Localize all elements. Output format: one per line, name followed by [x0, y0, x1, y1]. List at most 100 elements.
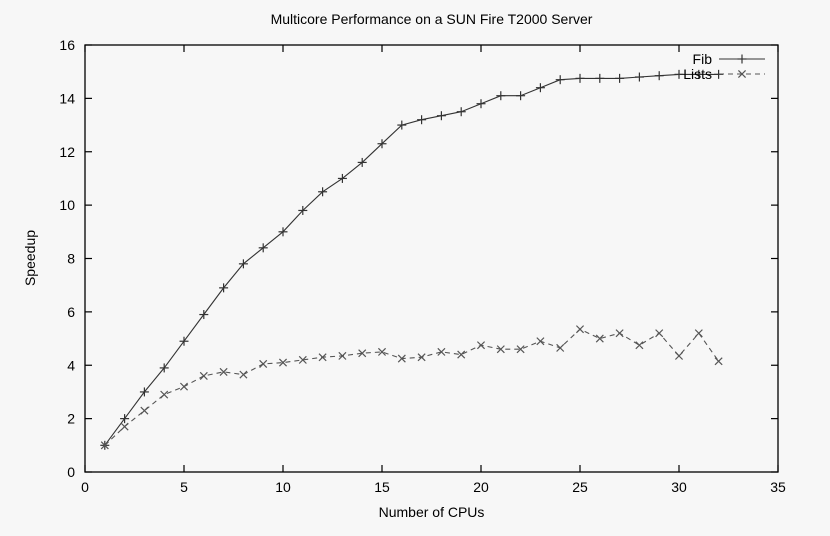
y-axis-label: Speedup — [22, 229, 38, 287]
plus-marker — [456, 107, 466, 117]
cross-marker-d2 — [615, 329, 624, 338]
cross-marker-d2 — [100, 441, 109, 450]
cross-marker-d2 — [457, 350, 466, 359]
cross-marker — [556, 343, 565, 352]
y-tick-label: 2 — [67, 411, 75, 427]
plus-marker — [219, 283, 229, 293]
plus-marker — [417, 115, 427, 125]
cross-marker-d2 — [556, 343, 565, 352]
legend-marker-fib — [737, 54, 747, 64]
cross-marker — [199, 371, 208, 380]
plus-marker — [397, 120, 407, 130]
plus-marker — [238, 259, 248, 269]
plus-marker — [496, 91, 506, 101]
cross-marker-d2 — [259, 359, 268, 368]
cross-marker-d2 — [278, 358, 288, 367]
cross-marker-d2 — [674, 351, 684, 360]
cross-marker — [674, 351, 684, 360]
plus-marker — [476, 99, 486, 109]
cross-marker — [615, 329, 624, 338]
cross-marker — [377, 347, 387, 356]
series-lists-line — [104, 328, 720, 446]
cross-marker — [694, 329, 703, 338]
cross-marker-d2 — [516, 345, 525, 354]
cross-marker-d2 — [595, 334, 604, 343]
x-tick-label: 25 — [572, 479, 588, 495]
cross-marker-d2 — [140, 406, 149, 415]
cross-marker-d2 — [199, 371, 208, 380]
cross-marker — [219, 367, 228, 376]
plus-marker — [595, 73, 605, 83]
cross-marker — [259, 359, 268, 368]
y-tick-label: 12 — [59, 144, 75, 160]
cross-marker — [536, 337, 545, 346]
cross-marker-d2 — [714, 357, 723, 366]
cross-marker — [655, 329, 664, 338]
y-tick-label: 0 — [67, 464, 75, 480]
y-tick-label: 4 — [67, 357, 75, 373]
x-tick-label: 30 — [671, 479, 687, 495]
cross-marker — [160, 390, 169, 399]
cross-marker-d2 — [536, 337, 545, 346]
cross-marker-d2 — [737, 69, 747, 79]
plus-marker — [516, 91, 526, 101]
y-tick-label: 16 — [59, 37, 75, 53]
cross-marker — [516, 345, 525, 354]
plus-marker — [139, 387, 149, 397]
plus-marker — [674, 69, 684, 79]
plus-marker — [278, 227, 288, 237]
cross-marker — [318, 353, 327, 362]
cross-marker-d2 — [417, 353, 426, 362]
cross-marker — [120, 422, 129, 431]
legend-label-fib: Fib — [693, 51, 713, 67]
cross-marker-d2 — [476, 341, 486, 350]
cross-marker-d2 — [655, 329, 664, 338]
cross-marker-d2 — [358, 349, 367, 358]
x-tick-label: 0 — [81, 479, 89, 495]
y-tick-label: 8 — [67, 251, 75, 267]
plus-marker — [654, 71, 664, 81]
x-tick-label: 35 — [770, 479, 786, 495]
cross-marker — [338, 351, 347, 360]
cross-marker-d2 — [160, 390, 169, 399]
cross-marker — [714, 357, 723, 366]
cross-marker — [397, 354, 406, 363]
series-fib-markers — [100, 69, 724, 450]
cross-marker — [575, 325, 585, 334]
x-tick-label: 15 — [374, 479, 390, 495]
cross-marker-d2 — [120, 422, 129, 431]
y-tick-label: 10 — [59, 197, 75, 213]
x-tick-label: 5 — [180, 479, 188, 495]
x-tick-label: 20 — [473, 479, 489, 495]
plus-marker — [159, 363, 169, 373]
plus-marker — [318, 187, 328, 197]
x-axis-label: Number of CPUs — [378, 504, 485, 520]
cross-marker-d2 — [575, 325, 585, 334]
plus-marker — [535, 83, 545, 93]
cross-marker — [476, 341, 486, 350]
cross-marker — [437, 347, 446, 356]
legend-marker-lists — [737, 69, 747, 79]
cross-marker — [239, 370, 248, 379]
plus-marker — [615, 73, 625, 83]
plus-marker — [199, 310, 209, 320]
cross-marker-d2 — [219, 367, 228, 376]
cross-marker — [635, 341, 644, 350]
plus-marker — [298, 205, 308, 215]
y-tick-label: 14 — [59, 90, 75, 106]
cross-marker — [417, 353, 426, 362]
x-tick-label: 10 — [275, 479, 291, 495]
cross-marker — [496, 345, 505, 354]
cross-marker-d2 — [694, 329, 703, 338]
plus-marker — [377, 139, 387, 149]
cross-marker — [298, 355, 307, 364]
plus-marker — [179, 336, 189, 346]
plus-marker — [337, 173, 347, 183]
y-tick-label: 6 — [67, 304, 75, 320]
plus-marker — [436, 111, 446, 121]
cross-marker-d2 — [437, 347, 446, 356]
cross-marker — [278, 358, 288, 367]
cross-marker — [358, 349, 367, 358]
